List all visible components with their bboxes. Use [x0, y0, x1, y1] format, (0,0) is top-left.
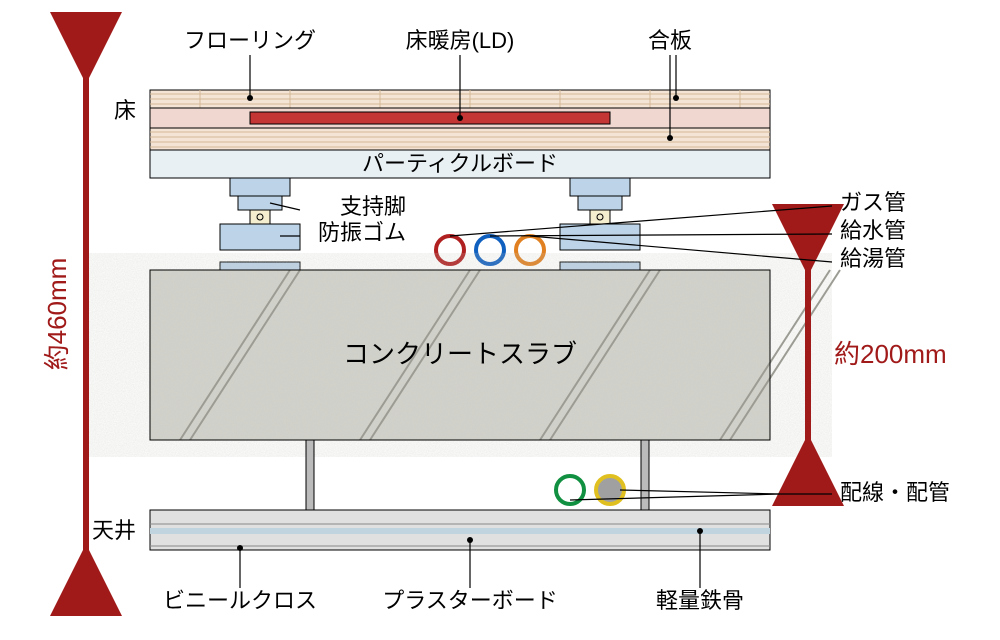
water-pipe-label: 給水管	[840, 218, 906, 243]
support-leg-label: 支持脚	[340, 194, 406, 219]
water-leader	[490, 234, 832, 236]
plaster-label: プラスターボード	[382, 588, 558, 613]
wiring-leader1	[620, 490, 832, 494]
ceiling-label: 天井	[92, 518, 136, 543]
leader-dot	[457, 115, 463, 121]
dim-slab-label: 約200mm	[834, 339, 947, 369]
slab-label: コンクリートスラブ	[343, 339, 577, 369]
leg-adjuster	[590, 210, 610, 224]
damper-label: 防振ゴム	[318, 220, 406, 245]
leg-plate	[230, 178, 290, 196]
ceiling-steel	[150, 528, 770, 534]
leg-plate	[570, 178, 630, 196]
ceiling-hanger	[641, 440, 649, 510]
floor-label: 床	[114, 98, 136, 123]
leader-dot	[237, 545, 243, 551]
particle-board-label: パーティクルボード	[362, 151, 558, 176]
leader-dot	[247, 95, 253, 101]
wiring-pipe-yellow	[596, 476, 624, 504]
leader-dot	[697, 528, 703, 534]
heating-label: 床暖房(LD)	[406, 28, 515, 53]
dim-total-label: 約460mm	[42, 258, 72, 371]
leader-dot	[667, 135, 673, 141]
leg-base	[560, 262, 640, 270]
leg-base	[220, 262, 300, 270]
ceiling-hanger	[306, 440, 314, 510]
water-pipe	[476, 236, 504, 264]
hotwater-pipe-label: 給湯管	[840, 246, 906, 271]
flooring-label: フローリング	[184, 28, 316, 53]
leg-damper	[220, 224, 300, 250]
leg-cap	[238, 196, 282, 210]
plywood-label: 合板	[648, 28, 692, 53]
light-steel-label: 軽量鉄骨	[656, 588, 744, 613]
vinyl-label: ビニールクロス	[163, 588, 317, 613]
leader-dot	[673, 95, 679, 101]
leg-cap	[578, 196, 622, 210]
wiring-label: 配線・配管	[840, 480, 950, 505]
gas-pipe	[436, 236, 464, 264]
hotwater-pipe	[516, 236, 544, 264]
support-leg	[220, 178, 300, 270]
floor-heating	[250, 112, 610, 124]
leader-dot	[467, 537, 473, 543]
leg-damper	[560, 224, 640, 250]
gas-leader	[450, 206, 832, 236]
leg-adjuster	[250, 210, 270, 224]
gas-pipe-label: ガス管	[840, 190, 906, 215]
